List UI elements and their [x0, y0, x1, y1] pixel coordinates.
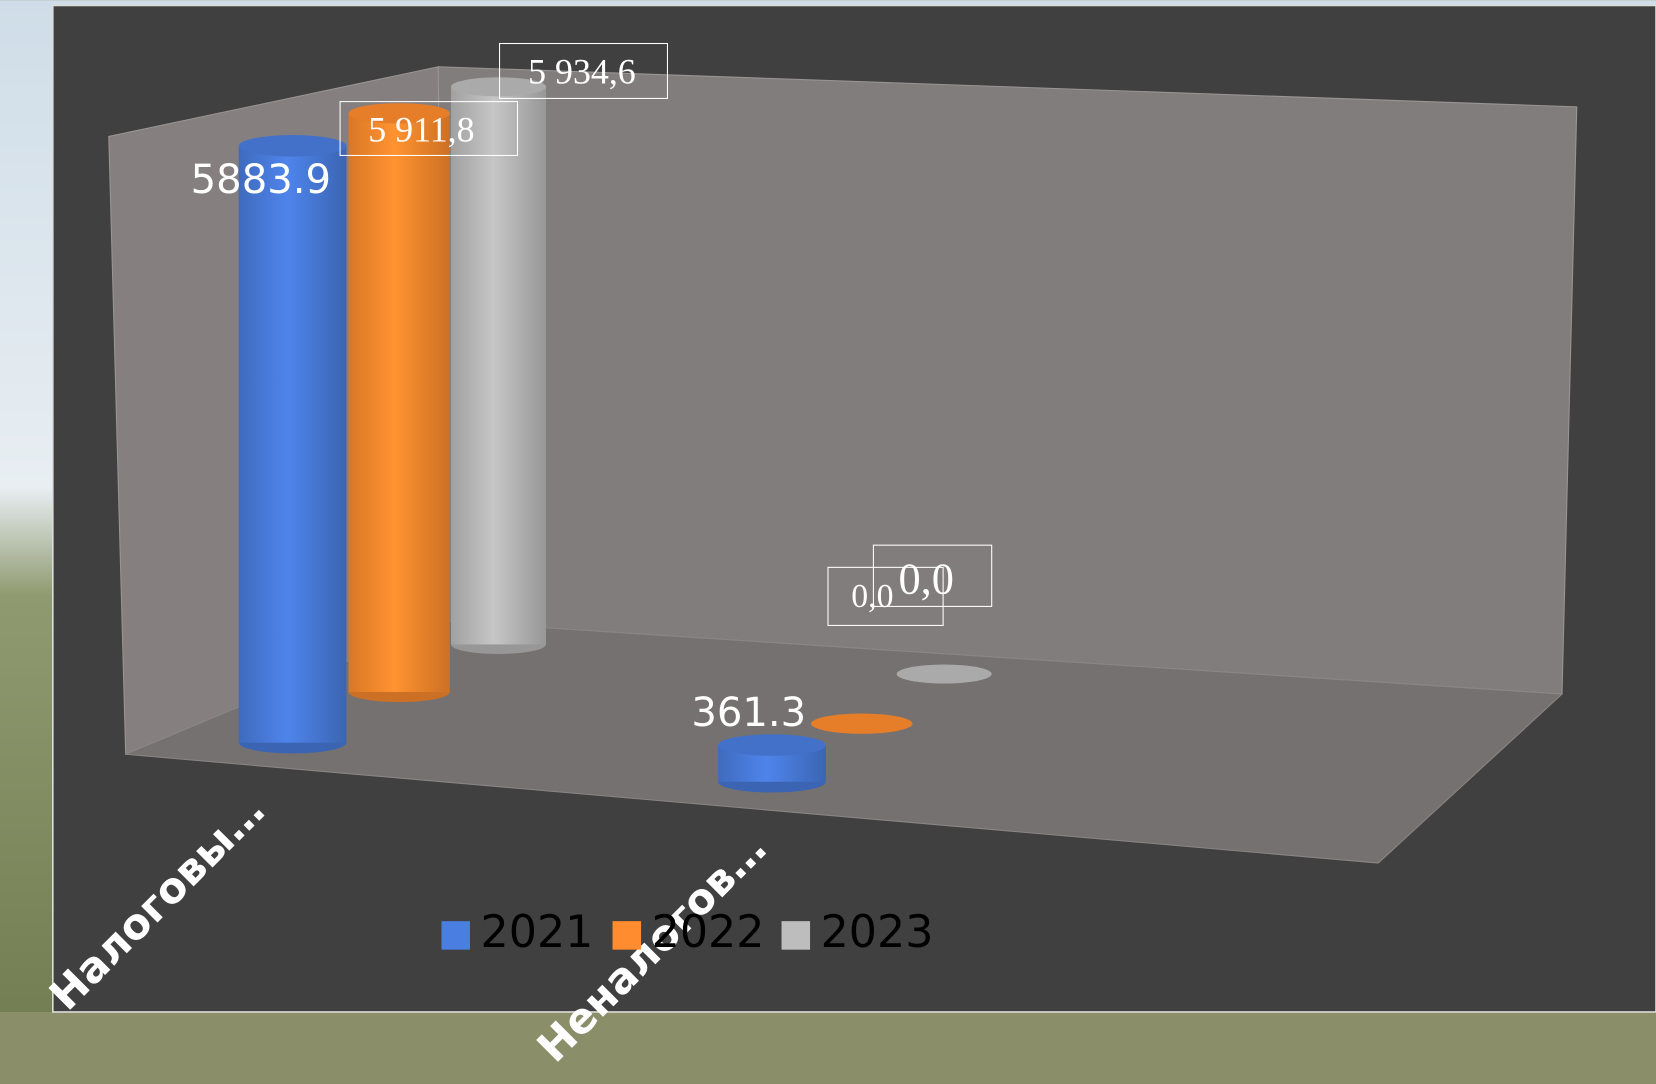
- data-label: 5883.9: [191, 157, 331, 203]
- legend-swatch: [612, 921, 642, 950]
- data-label: 0,0: [851, 578, 893, 615]
- data-label-box: [827, 566, 944, 626]
- legend-label: 2022: [652, 907, 765, 958]
- bar-top: [811, 713, 913, 734]
- bar-top: [450, 77, 547, 97]
- data-label: 361.3: [691, 690, 806, 736]
- bar: [348, 113, 450, 692]
- photo-ground: [0, 1011, 1656, 1084]
- data-label-box: [872, 544, 993, 607]
- data-label-box: [339, 101, 519, 156]
- data-label: 5 934,6: [528, 51, 636, 91]
- back-wall: [437, 66, 1578, 695]
- legend-label: 2021: [481, 907, 594, 958]
- legend-label: 2023: [821, 907, 934, 958]
- bar-top: [896, 664, 992, 684]
- legend-swatch: [781, 921, 811, 950]
- bar-top: [718, 734, 826, 756]
- legend-swatch: [441, 921, 470, 950]
- bar: [450, 86, 547, 645]
- bar-top: [238, 135, 347, 157]
- data-label: 5 911,8: [368, 110, 474, 150]
- data-label-box: [499, 42, 668, 99]
- data-label: 0,0: [899, 553, 954, 603]
- bar-top: [348, 103, 450, 124]
- bar: [238, 145, 347, 743]
